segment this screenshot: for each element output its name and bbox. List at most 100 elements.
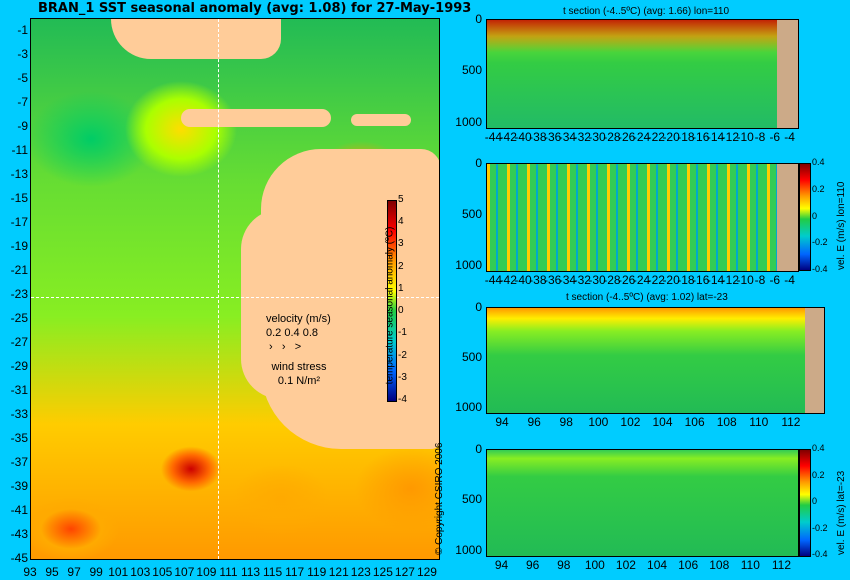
map-y-tick: -25 bbox=[10, 311, 28, 325]
section-x-tick: -30 bbox=[588, 130, 606, 144]
map-y-tick: -13 bbox=[10, 167, 28, 181]
velocity-legend: velocity (m/s) 0.2 0.4 0.8 › › > bbox=[266, 312, 331, 354]
map-y-tick: -37 bbox=[10, 455, 28, 469]
section-y-tick: 0 bbox=[475, 442, 482, 456]
section-y-tick: 500 bbox=[461, 206, 482, 221]
velocity-arrows: › › > bbox=[266, 341, 302, 353]
section-x-tick: -34 bbox=[558, 273, 577, 287]
australia-land-west bbox=[241, 209, 301, 399]
map-x-tick: 93 bbox=[23, 565, 37, 579]
section-x-tick: -20 bbox=[662, 273, 680, 287]
velocity-colorbar-tick: 0.2 bbox=[812, 183, 825, 194]
map-y-tick: -45 bbox=[10, 551, 28, 565]
section-x-tick: -28 bbox=[603, 130, 621, 144]
section-x-tick: -40 bbox=[514, 130, 532, 144]
velocity-colorbar-tick: -0.4 bbox=[812, 549, 828, 559]
section-x-tick: -12 bbox=[721, 273, 740, 287]
section-x-tick: -32 bbox=[573, 130, 591, 144]
section-y-tick: 1000 bbox=[455, 542, 482, 557]
latitude-section-line bbox=[31, 297, 439, 298]
islands-land bbox=[351, 114, 411, 126]
section-x-tick: 96 bbox=[527, 415, 541, 429]
chart-title: BRAN_1 SST seasonal anomaly (avg: 1.08) … bbox=[38, 1, 472, 16]
colorbar-tick: -4 bbox=[398, 394, 407, 405]
velocity-colorbar-lon bbox=[799, 163, 811, 271]
section-y-tick: 1000 bbox=[455, 114, 482, 129]
velocity-section-lat bbox=[486, 449, 799, 557]
section-x-tick: 110 bbox=[740, 558, 760, 572]
map-y-tick: -29 bbox=[10, 359, 28, 373]
section-x-tick: -42 bbox=[499, 130, 517, 144]
sst-colorbar bbox=[387, 200, 397, 402]
colorbar-tick: -1 bbox=[398, 327, 407, 339]
section-x-tick: 102 bbox=[615, 558, 636, 572]
map-x-tick: 121 bbox=[328, 565, 349, 579]
section-x-tick: -14 bbox=[706, 130, 725, 144]
section-x-tick: 104 bbox=[652, 415, 673, 429]
map-y-tick: -11 bbox=[11, 143, 28, 157]
section-x-tick: 94 bbox=[494, 558, 509, 572]
section-x-tick: -38 bbox=[529, 273, 547, 287]
section-y-tick: 1000 bbox=[455, 257, 482, 272]
map-y-tick: -31 bbox=[10, 383, 28, 397]
section-x-tick: -42 bbox=[499, 273, 517, 287]
section-x-tick: 112 bbox=[781, 415, 801, 429]
section-x-tick: 106 bbox=[678, 558, 699, 572]
section-x-tick: -8 bbox=[754, 273, 766, 287]
longitude-section-line bbox=[218, 19, 219, 559]
map-y-tick: -7 bbox=[17, 95, 28, 109]
map-y-tick: -19 bbox=[10, 239, 28, 253]
velocity-colorbar-tick: -0.4 bbox=[812, 264, 828, 274]
temperature-section-lon bbox=[486, 19, 799, 129]
section-y-tick: 1000 bbox=[455, 400, 482, 414]
section-x-tick: 110 bbox=[749, 415, 769, 429]
section-x-tick: -38 bbox=[529, 130, 547, 144]
map-x-tick: 127 bbox=[394, 565, 415, 579]
velocity-colorbar-tick: 0 bbox=[812, 210, 818, 221]
map-y-tick: -27 bbox=[10, 335, 28, 349]
section-x-tick: -32 bbox=[573, 273, 591, 287]
map-x-tick: 95 bbox=[45, 565, 59, 579]
temperature-section-lat bbox=[486, 307, 825, 414]
section-land bbox=[777, 164, 798, 271]
section-x-tick: -6 bbox=[769, 130, 781, 144]
panel1-title: t section (-4..5ºC) (avg: 1.66) lon=110 bbox=[563, 6, 730, 17]
sumatra-land bbox=[111, 19, 281, 59]
map-x-tick: 103 bbox=[130, 565, 151, 579]
map-y-tick: -33 bbox=[10, 407, 28, 421]
map-y-tick: -9 bbox=[17, 119, 28, 133]
velocity-label: velocity (m/s) bbox=[266, 313, 331, 325]
map-x-tick: 105 bbox=[152, 565, 173, 579]
section-x-tick: -6 bbox=[769, 273, 781, 287]
map-y-tick: -5 bbox=[17, 71, 28, 85]
map-y-tick: -17 bbox=[10, 215, 28, 229]
section-x-tick: -36 bbox=[543, 273, 562, 287]
section-x-tick: -28 bbox=[603, 273, 621, 287]
map-x-tick: 113 bbox=[240, 565, 261, 579]
section-x-tick: 106 bbox=[684, 415, 705, 429]
velocity-colorbar-label: vel. E (m/s) lon=110 bbox=[836, 181, 847, 270]
map-y-tick: -23 bbox=[10, 287, 28, 301]
section-x-tick: -40 bbox=[514, 273, 532, 287]
wind-legend: wind stress 0.1 N/m² bbox=[266, 360, 332, 388]
section-x-tick: -26 bbox=[618, 273, 636, 287]
section-x-tick: -26 bbox=[618, 130, 636, 144]
wind-label: wind stress bbox=[271, 361, 327, 373]
velocity-section-lon bbox=[486, 163, 799, 272]
map-x-tick: 123 bbox=[350, 565, 371, 579]
section-x-tick: -36 bbox=[543, 130, 562, 144]
section-x-tick: -10 bbox=[736, 130, 754, 144]
section-x-tick: -8 bbox=[754, 130, 766, 144]
section-x-tick: -4 bbox=[784, 273, 795, 287]
java-land bbox=[181, 109, 331, 127]
velocity-colorbar-tick: 0 bbox=[812, 496, 818, 506]
section-x-tick: 112 bbox=[771, 558, 791, 572]
wind-scale: 0.1 N/m² bbox=[277, 375, 321, 387]
map-y-tick: -15 bbox=[10, 191, 28, 205]
section-y-tick: 0 bbox=[475, 12, 482, 26]
section-x-tick: 100 bbox=[584, 558, 605, 572]
section-x-tick: -20 bbox=[662, 130, 680, 144]
colorbar-tick: 5 bbox=[398, 194, 404, 205]
map-x-tick: 117 bbox=[285, 565, 305, 579]
map-x-tick: 99 bbox=[89, 565, 103, 579]
